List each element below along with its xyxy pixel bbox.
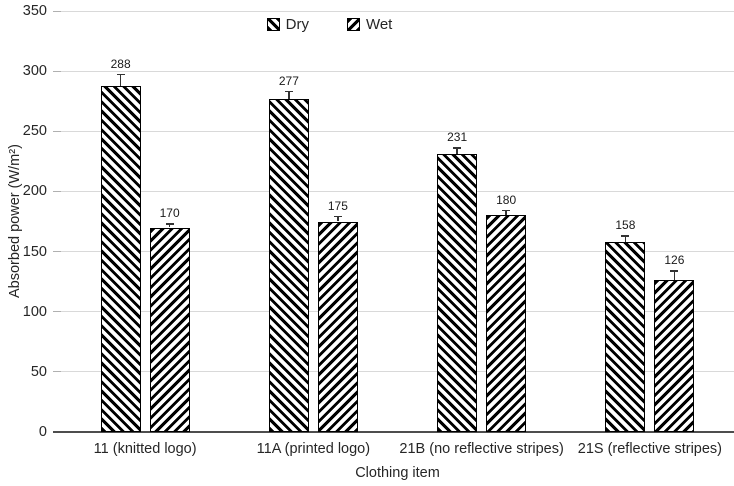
y-axis-tick (53, 190, 61, 192)
gridline (61, 251, 734, 253)
y-tick-label: 0 (38, 423, 47, 440)
x-category-label: 11A (printed logo) (256, 441, 371, 457)
data-label: 175 (327, 198, 348, 213)
bar-dry-3 (605, 241, 646, 432)
bar-dry-2 (437, 154, 478, 432)
x-category-label: 21S (reflective stripes) (577, 441, 722, 457)
legend-label: Wet (365, 16, 393, 33)
error-bar-line (168, 223, 171, 228)
gridline (61, 70, 734, 72)
error-bar-line (624, 235, 627, 242)
x-category-label: 11 (knitted logo) (93, 441, 197, 457)
error-bar-line (456, 148, 458, 155)
x-category-label: 21B (no reflective stripes) (399, 441, 564, 457)
bar-wet-1 (317, 221, 358, 432)
gridline (61, 371, 734, 373)
y-tick-label: 100 (22, 303, 47, 320)
error-bar-cap (621, 235, 630, 237)
gridline (61, 311, 734, 313)
gridline (61, 190, 734, 192)
error-bar-line (673, 270, 676, 281)
error-bar-cap (502, 209, 511, 212)
x-axis-title: Clothing item (355, 465, 440, 481)
data-label: 170 (159, 205, 180, 220)
error-bar-cap (333, 215, 342, 218)
y-tick-label: 250 (22, 123, 47, 140)
gridline (61, 130, 734, 132)
y-tick-label: 50 (30, 363, 47, 380)
error-bar-cap (284, 90, 293, 93)
y-axis-tick (53, 371, 61, 373)
bar-wet-2 (486, 215, 527, 432)
data-label: 288 (110, 56, 131, 71)
legend-label: Dry (285, 16, 309, 33)
data-label: 277 (278, 73, 299, 88)
data-label: 126 (664, 252, 685, 267)
data-label: 158 (615, 217, 636, 232)
error-bar-line (119, 74, 122, 86)
y-axis-tick (53, 10, 61, 12)
data-label: 231 (447, 130, 468, 145)
bar-dry-0 (100, 85, 141, 432)
chart-legend: Dry Wet (0, 17, 659, 32)
error-bar-line (337, 216, 339, 222)
error-bar-line (288, 91, 290, 99)
y-axis-tick (53, 311, 61, 313)
y-tick-label: 350 (22, 2, 47, 19)
gridline (61, 10, 734, 12)
error-bar-cap (453, 147, 462, 149)
bar-wet-0 (149, 227, 190, 432)
error-bar-cap (165, 223, 174, 225)
y-tick-label: 150 (22, 243, 47, 260)
data-label: 180 (496, 192, 517, 207)
error-bar-cap (670, 270, 679, 272)
wet-hatch-swatch-icon (346, 18, 360, 31)
y-axis-tick (53, 70, 61, 72)
legend-item-wet: Wet (346, 16, 393, 33)
bar-wet-3 (654, 280, 695, 432)
legend-item-dry: Dry (266, 16, 309, 33)
y-axis-tick (53, 251, 61, 253)
y-tick-label: 300 (22, 62, 47, 79)
x-axis-line (53, 431, 734, 433)
y-axis-tick (53, 130, 61, 132)
dry-hatch-swatch-icon (266, 18, 280, 31)
error-bar-cap (116, 74, 125, 76)
bar-dry-1 (268, 98, 309, 432)
y-tick-label: 200 (22, 183, 47, 200)
error-bar-line (505, 210, 507, 216)
